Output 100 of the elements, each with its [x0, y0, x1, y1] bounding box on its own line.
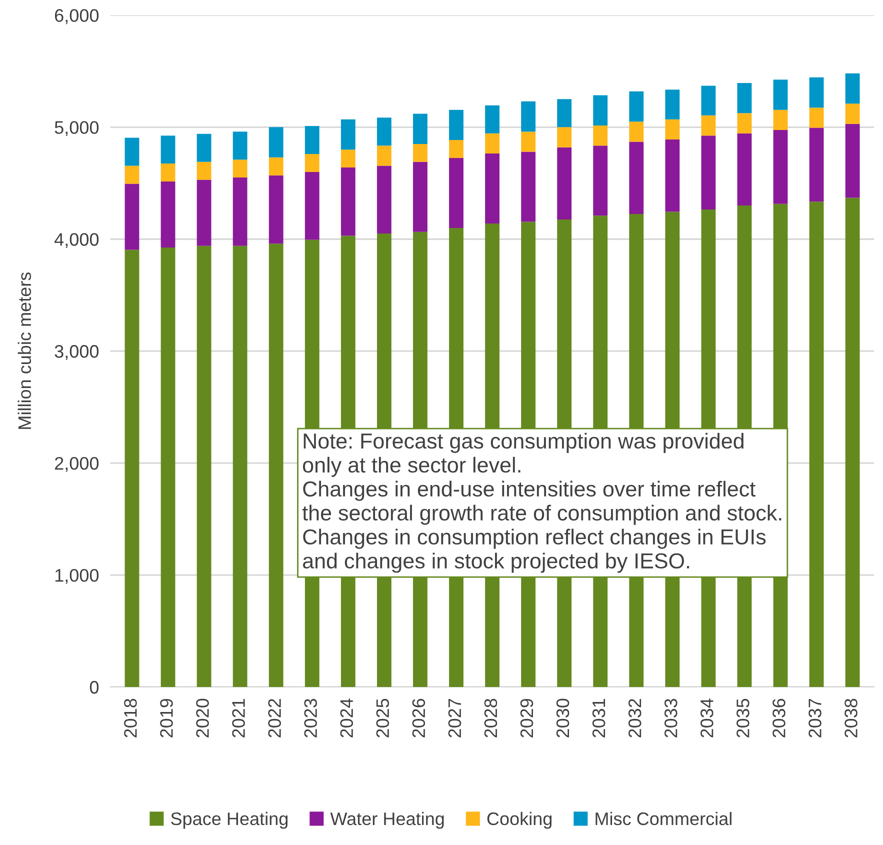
- bar: [593, 146, 608, 216]
- bar: [773, 80, 788, 110]
- bar: [124, 138, 140, 166]
- x-tick-label: 2018: [124, 698, 137, 738]
- bar: [485, 153, 500, 224]
- y-tick-label: 5,000: [54, 121, 99, 136]
- bar: [809, 128, 824, 202]
- bar: [232, 246, 248, 687]
- y-tick-label: 4,000: [54, 233, 99, 248]
- bar: [485, 105, 500, 134]
- x-tick-label: 2026: [412, 698, 426, 738]
- bar: [340, 119, 356, 150]
- bar: [845, 73, 860, 104]
- bar: [809, 202, 824, 687]
- x-tick-label: 2035: [736, 698, 750, 738]
- x-tick-label: 2033: [664, 698, 678, 738]
- bar: [593, 125, 608, 146]
- legend-label: Space Heating: [171, 812, 288, 829]
- bar: [196, 180, 212, 246]
- bar: [449, 110, 464, 140]
- annotation: Note: Forecast gas consumption was provided only at the sector level. Changes in end-use intensities over time reflect the sectoral growth rate of consumption and stock. Changes in consumption reflect changes in EUIs and changes in stock projected by IESO.: [302, 432, 782, 573]
- bar: [413, 144, 428, 162]
- y-tick-label: 1,000: [55, 568, 99, 584]
- legend-label: Cooking: [487, 812, 552, 829]
- bar: [809, 77, 824, 108]
- x-tick-label: 2020: [196, 698, 209, 738]
- legend-label: Misc Commercial: [596, 812, 732, 826]
- bar: [629, 142, 644, 214]
- x-tick-label: 2036: [772, 698, 786, 738]
- bar: [268, 244, 284, 687]
- bar: [737, 113, 752, 134]
- x-tick-label: 2021: [232, 698, 245, 738]
- bar: [304, 172, 320, 240]
- bar: [557, 127, 572, 148]
- x-tick-label: 2038: [844, 698, 858, 738]
- bar: [196, 162, 212, 180]
- bar: [485, 133, 500, 154]
- bar: [845, 198, 860, 687]
- bar: [701, 86, 716, 116]
- bar: [160, 136, 176, 164]
- x-tick-label: 2031: [592, 698, 606, 738]
- bar: [232, 132, 248, 160]
- y-tick-label: 3,000: [54, 345, 99, 360]
- x-tick-label: 2037: [808, 699, 822, 738]
- bar: [160, 164, 176, 182]
- x-tick-label: 2024: [340, 698, 354, 738]
- bar: [124, 166, 140, 184]
- bar: [593, 95, 608, 126]
- bar: [124, 250, 140, 687]
- bar: [340, 167, 356, 236]
- x-tick-label: 2025: [376, 698, 390, 738]
- bar: [773, 110, 788, 130]
- bar: [268, 175, 284, 244]
- bar: [737, 82, 752, 114]
- bar: [521, 132, 536, 152]
- bar: [124, 184, 140, 250]
- bar: [376, 118, 392, 146]
- bar: [845, 104, 860, 124]
- bar: [376, 146, 392, 166]
- bar: [629, 91, 644, 122]
- bar: [413, 114, 428, 144]
- bar: [232, 160, 248, 178]
- bar: [557, 99, 572, 128]
- y-tick-label: 6,000: [55, 9, 99, 24]
- bar: [701, 115, 716, 136]
- bar: [304, 126, 320, 154]
- bar: [737, 133, 752, 206]
- x-tick-label: 2029: [520, 698, 534, 738]
- bar: [521, 101, 536, 132]
- bar: [665, 90, 680, 120]
- bar: [232, 178, 248, 246]
- bar: [629, 122, 644, 142]
- bar: [268, 127, 284, 158]
- x-tick-label: 2034: [700, 698, 714, 738]
- bar: [196, 134, 212, 162]
- x-tick-label: 2032: [628, 699, 642, 738]
- bar: [413, 162, 428, 232]
- y-axis-title: Million cubic meters: [18, 272, 32, 429]
- bar: [376, 166, 392, 234]
- bar: [449, 158, 464, 228]
- bar: [449, 140, 464, 158]
- bar: [701, 136, 716, 210]
- bar: [557, 147, 572, 220]
- bar: [665, 119, 680, 140]
- legend-label: Water Heating: [330, 812, 444, 829]
- bar: [773, 130, 788, 204]
- bar: [160, 248, 176, 687]
- x-tick-label: 2027: [448, 699, 462, 738]
- bar: [809, 108, 824, 128]
- x-tick-label: 2028: [484, 698, 498, 738]
- x-tick-label: 2030: [556, 698, 570, 738]
- x-tick-label: 2023: [304, 698, 317, 738]
- x-tick-label: 2022: [268, 699, 281, 738]
- y-tick-label: 0: [90, 680, 99, 694]
- bar: [196, 246, 212, 687]
- bar: [160, 181, 176, 248]
- y-tick-label: 2,000: [54, 456, 99, 472]
- bar: [340, 150, 356, 168]
- bar: [665, 139, 680, 212]
- bar: [521, 152, 536, 222]
